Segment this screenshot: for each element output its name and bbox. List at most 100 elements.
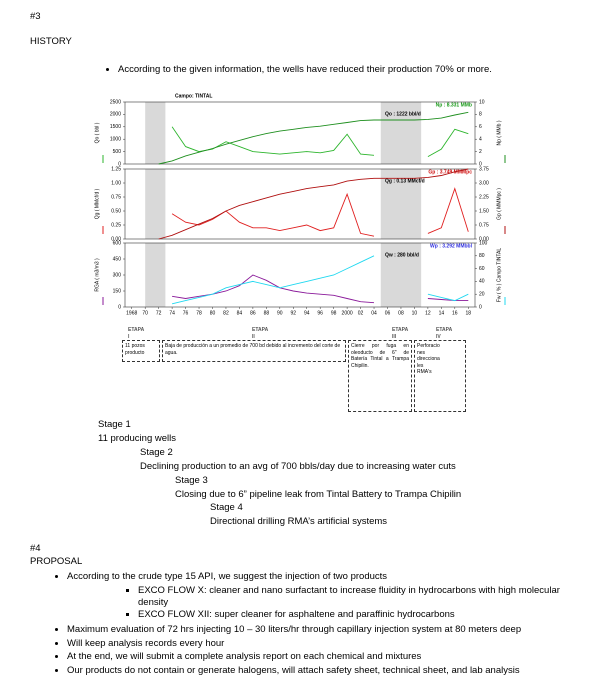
- x-tick-label: 76: [183, 310, 189, 316]
- panel-frame: [124, 168, 476, 240]
- y2-tick-label: 0: [479, 161, 482, 167]
- stage-title: Stage 2: [140, 447, 173, 458]
- y2-tick-label: 2.25: [479, 194, 489, 200]
- section-number: #3: [30, 11, 41, 22]
- y2-axis-label: Np ( MMb ): [496, 120, 502, 145]
- annotation: Gp : 3.749 MMMpc: [428, 169, 472, 175]
- y2-tick-label: 20: [479, 292, 485, 298]
- annotation: Np : 8.331 MMb: [436, 102, 472, 108]
- stage-title: Stage 4: [210, 502, 243, 513]
- y-tick-label: 0.00: [111, 236, 121, 242]
- stage-text: Directional drilling RMA’s artificial sy…: [210, 516, 388, 527]
- y-tick-label: 1500: [110, 124, 121, 130]
- y2-tick-label: 10: [479, 99, 485, 105]
- y2-tick-label: 40: [479, 279, 485, 285]
- x-tick-label: 98: [331, 310, 337, 316]
- stage-title: Stage 3: [175, 475, 208, 486]
- annotation: Qw : 280 bbl/d: [385, 252, 419, 258]
- y-tick-label: 2000: [110, 112, 121, 118]
- product: EXCO FLOW XII: super cleaner for asphalt…: [138, 609, 568, 621]
- y-axis-label: RGA ( m3/m3 ): [94, 258, 100, 292]
- chart: Campo: TINTAL050010001500200025000246810…: [94, 93, 506, 316]
- y-axis-label: Qg ( MMcf/d ): [94, 188, 100, 219]
- etapa-label: ETAPA III: [392, 327, 409, 340]
- y-axis-label: Qo ( bbl ): [94, 122, 100, 143]
- x-tick-label: 70: [142, 310, 148, 316]
- y2-tick-label: 3.00: [479, 180, 489, 186]
- y2-tick-label: 100: [479, 240, 488, 246]
- x-tick-label: 86: [250, 310, 256, 316]
- x-tick-label: 08: [398, 310, 404, 316]
- x-tick-label: 72: [156, 310, 162, 316]
- stage-text: Declining production to an avg of 700 bb…: [140, 461, 456, 472]
- x-tick-label: 96: [317, 310, 323, 316]
- x-tick-label: 16: [452, 310, 458, 316]
- x-tick-label: 94: [304, 310, 310, 316]
- series-line: [171, 187, 469, 237]
- y-tick-label: 1000: [110, 137, 121, 143]
- y-tick-label: 0.50: [111, 208, 121, 214]
- series-line: [158, 168, 469, 240]
- bullet: According to the crude type 15 API, we s…: [67, 571, 587, 583]
- stage-title: Stage 1: [98, 419, 131, 430]
- bullet: According to the given information, the …: [118, 64, 578, 76]
- x-tick-label: 78: [196, 310, 202, 316]
- y2-axis-label: Fw ( % ) Campo TINTAL: [496, 248, 502, 302]
- annotation: Wp : 3.292 MMbbl: [430, 243, 473, 249]
- x-tick-label: 14: [439, 310, 445, 316]
- y-tick-label: 0.25: [111, 222, 121, 228]
- y-tick-label: 1.25: [111, 166, 121, 172]
- bullet: Will keep analysis records every hour: [67, 637, 592, 651]
- section-number: #4: [30, 543, 41, 554]
- x-tick-label: 12: [425, 310, 431, 316]
- series-line: [171, 255, 469, 305]
- y-tick-label: 0: [118, 161, 121, 167]
- section-title: HISTORY: [30, 36, 72, 47]
- y2-tick-label: 1.50: [479, 208, 489, 214]
- y2-tick-label: 6: [479, 124, 482, 130]
- annotation: Qg : 0.13 MMcf/d: [385, 178, 425, 184]
- annotation: Qo : 1222 bbl/d: [385, 111, 421, 117]
- bullet: Our products do not contain or generate …: [67, 664, 592, 678]
- shaded-period: [380, 243, 422, 307]
- x-tick-label: 06: [385, 310, 391, 316]
- y-tick-label: 600: [113, 240, 122, 246]
- bullet-list: Maximum evaluation of 72 hrs injecting 1…: [67, 623, 592, 677]
- stage-text: Closing due to 6” pipeline leak from Tin…: [175, 489, 462, 500]
- y-tick-label: 500: [113, 149, 122, 155]
- y-tick-label: 0.75: [111, 194, 121, 200]
- etapa-text: Perforacio nes direcciona les RMA's: [414, 340, 466, 412]
- shaded-period: [145, 243, 166, 307]
- x-tick-label: 88: [264, 310, 270, 316]
- x-tick-label: 82: [223, 310, 229, 316]
- x-tick-label: 74: [169, 310, 175, 316]
- x-tick-label: 04: [371, 310, 377, 316]
- product: EXCO FLOW X: cleaner and nano surfactant…: [138, 585, 568, 609]
- etapa-text: Baja de producción a un promedio de 700 …: [162, 340, 346, 362]
- shaded-period: [145, 102, 166, 164]
- bullet: At the end, we will submit a complete an…: [67, 650, 592, 664]
- etapa-label: ETAPA IV: [436, 327, 453, 340]
- bullet-list: According to the crude type 15 API, we s…: [67, 571, 587, 583]
- y-tick-label: 450: [113, 256, 122, 262]
- x-tick-label: 02: [358, 310, 364, 316]
- shaded-period: [380, 169, 422, 239]
- y2-tick-label: 80: [479, 253, 485, 259]
- etapa-label: ETAPA I: [128, 327, 145, 340]
- shaded-period: [145, 169, 166, 239]
- y2-tick-label: 2: [479, 149, 482, 155]
- x-tick-label: 92: [290, 310, 296, 316]
- y2-tick-label: 0.75: [479, 222, 489, 228]
- bullet: Maximum evaluation of 72 hrs injecting 1…: [67, 623, 592, 637]
- etapa-text: 11 pozos producto: [122, 340, 160, 362]
- section-title: PROPOSAL: [30, 556, 83, 567]
- series-line: [158, 111, 469, 165]
- y2-axis-label: Gp ( MMMpc ): [496, 188, 502, 220]
- y2-tick-label: 0.00: [479, 236, 489, 242]
- shaded-period: [380, 102, 422, 164]
- x-tick-label: 1968: [126, 310, 137, 316]
- x-tick-label: 90: [277, 310, 283, 316]
- stage-text: 11 producing wells: [98, 433, 176, 444]
- bullet-list: According to the given information, the …: [118, 64, 578, 76]
